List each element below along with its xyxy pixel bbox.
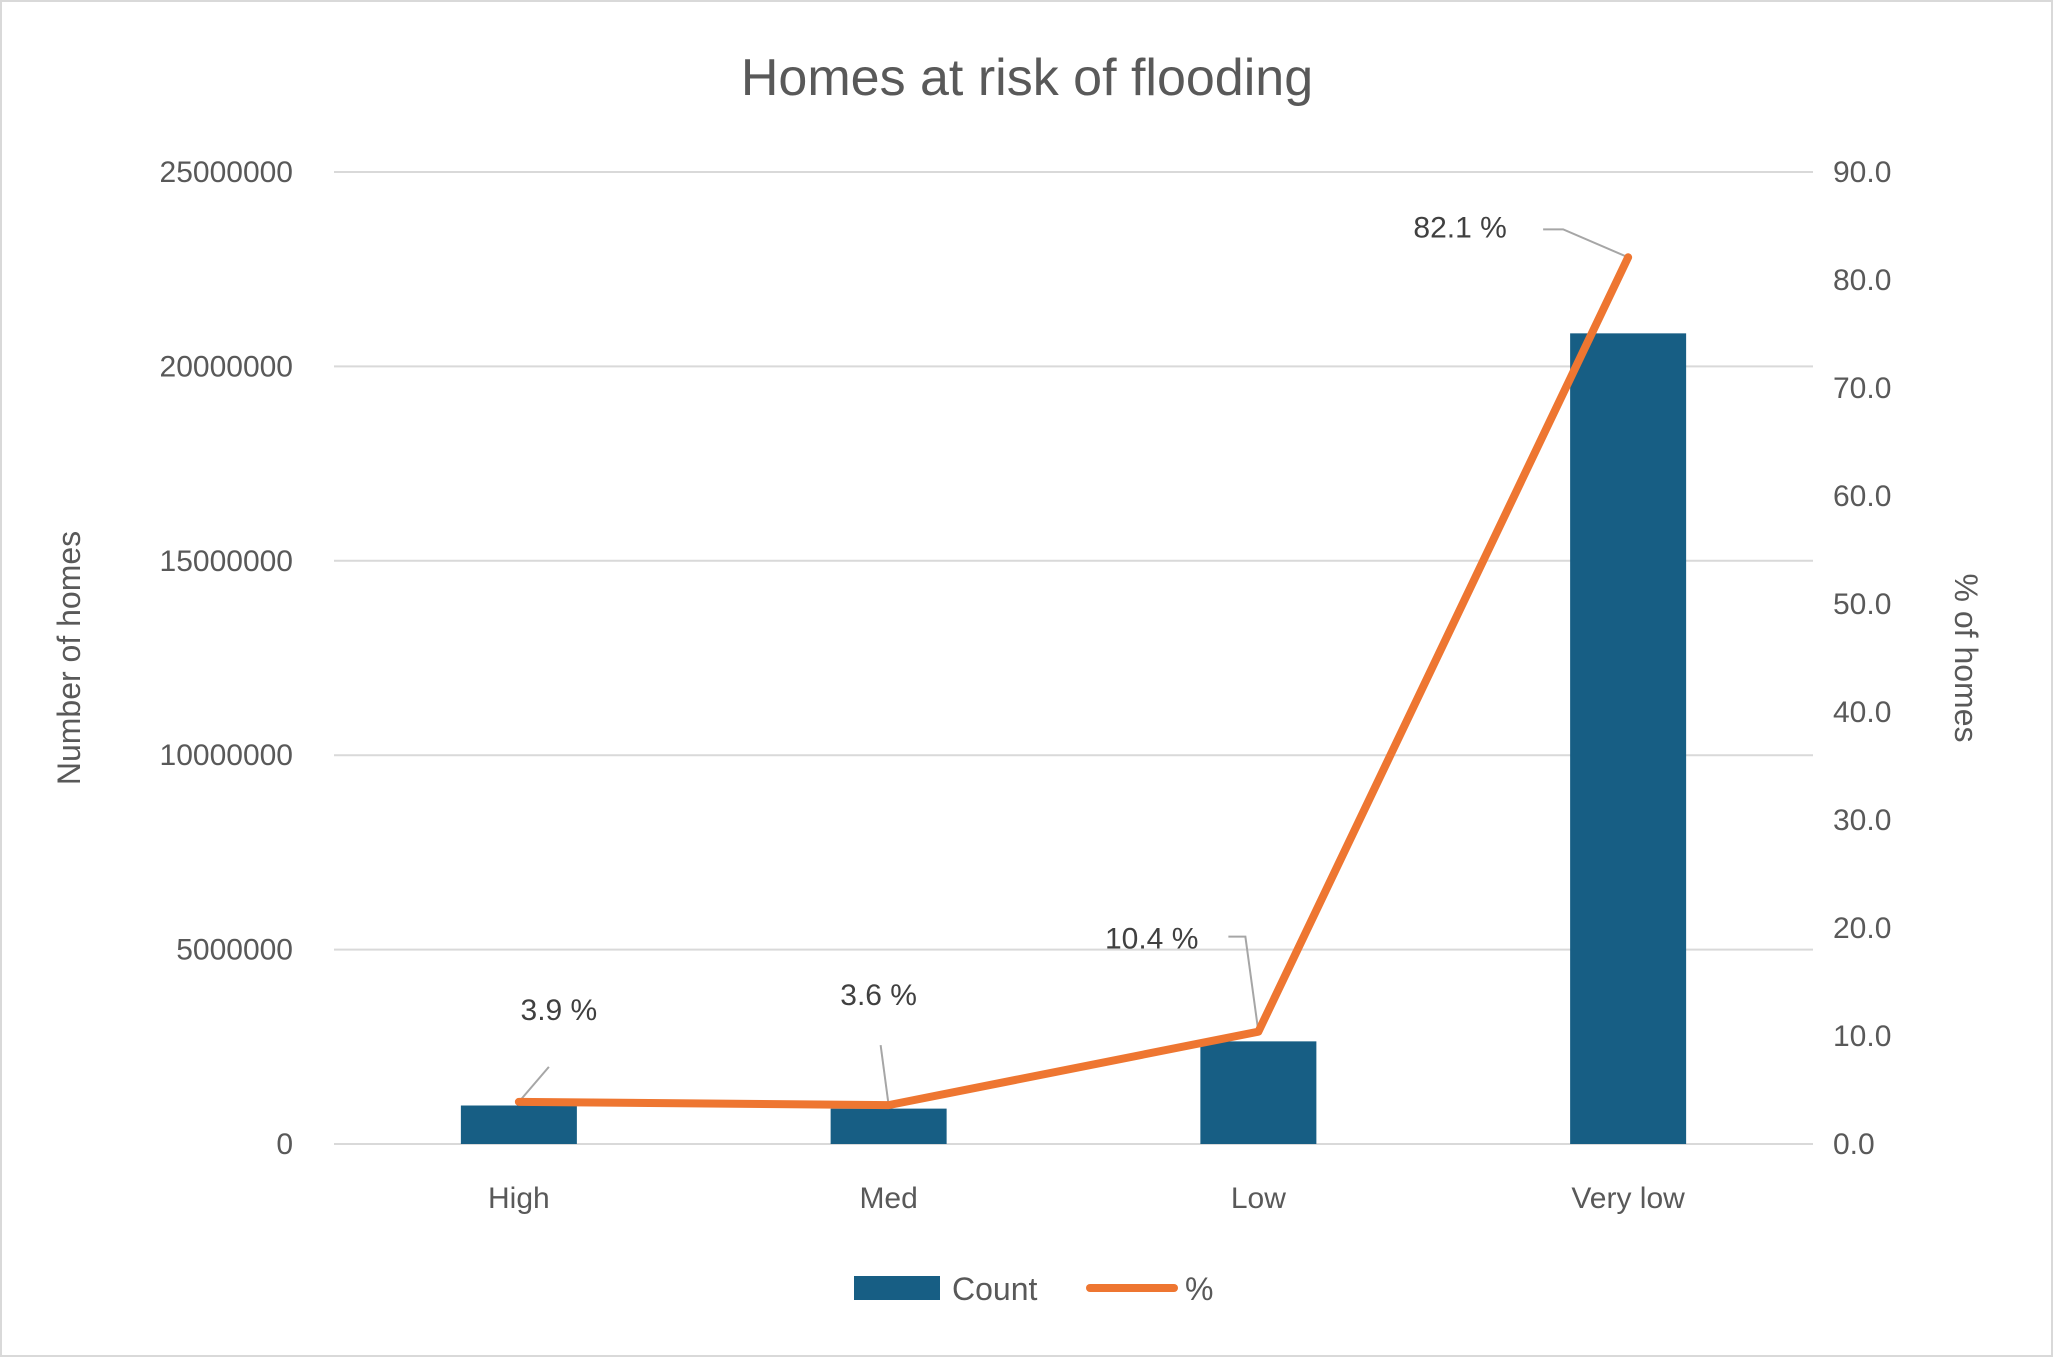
percent-point (1627, 256, 1630, 259)
bar-series (460, 333, 1687, 1144)
y2-axis-ticks: 0.0 10.0 20.0 30.0 40.0 50.0 60.0 70.0 80.0 90.0 (1833, 156, 1891, 1161)
y-tick-label: 20000000 (160, 350, 293, 383)
y2-tick-label: 90.0 (1833, 156, 1891, 189)
bar-high (460, 1105, 577, 1144)
leader-line (1228, 935, 1260, 1032)
y2-tick-label: 30.0 (1833, 804, 1891, 837)
y2-tick-label: 60.0 (1833, 480, 1891, 513)
percent-point (1257, 1030, 1260, 1033)
percent-point (517, 1100, 520, 1103)
legend-count-swatch (854, 1276, 940, 1300)
y2-axis-title: % of homes (1948, 574, 1984, 743)
x-tick-label: High (488, 1182, 550, 1215)
legend-percent-label: % (1185, 1271, 1213, 1307)
y-tick-label: 10000000 (160, 739, 293, 772)
leader-line (1543, 228, 1629, 259)
bar-low (1200, 1041, 1317, 1144)
data-label: 10.4 % (1105, 923, 1198, 956)
y-tick-label: 0 (276, 1128, 293, 1161)
x-tick-label: Very low (1571, 1182, 1685, 1215)
line-series (514, 253, 1633, 1110)
data-labels: 3.9 % 3.6 % 10.4 % 82.1 % (521, 211, 1507, 1027)
legend-count-label: Count (952, 1271, 1038, 1307)
y2-tick-label: 40.0 (1833, 696, 1891, 729)
x-tick-label: Low (1231, 1182, 1286, 1215)
y-tick-label: 15000000 (160, 545, 293, 578)
leader-line (879, 1044, 890, 1106)
leader-line (518, 1066, 550, 1103)
y-axis-title: Number of homes (51, 531, 87, 785)
bar-very-low (1570, 333, 1687, 1144)
x-tick-label: Med (859, 1182, 917, 1215)
y2-tick-label: 50.0 (1833, 588, 1891, 621)
chart-title: Homes at risk of flooding (741, 49, 1313, 107)
x-axis-ticks: High Med Low Very low (488, 1182, 1685, 1215)
bar-med (830, 1108, 947, 1144)
data-label: 82.1 % (1413, 211, 1506, 244)
y2-tick-label: 10.0 (1833, 1020, 1891, 1053)
y2-tick-label: 0.0 (1833, 1128, 1875, 1161)
y2-tick-label: 70.0 (1833, 372, 1891, 405)
leader-lines (518, 228, 1629, 1106)
data-label: 3.6 % (840, 979, 917, 1012)
percent-point (887, 1104, 890, 1107)
percent-line (514, 253, 1633, 1110)
data-label: 3.9 % (521, 994, 598, 1027)
y2-tick-label: 80.0 (1833, 264, 1891, 297)
y-tick-label: 25000000 (160, 156, 293, 189)
legend: Count % (854, 1271, 1213, 1307)
y-tick-label: 5000000 (176, 934, 293, 967)
gridlines (334, 171, 1813, 1145)
y-axis-ticks: 0 5000000 10000000 15000000 20000000 25000000 (160, 156, 293, 1161)
y2-tick-label: 20.0 (1833, 912, 1891, 945)
